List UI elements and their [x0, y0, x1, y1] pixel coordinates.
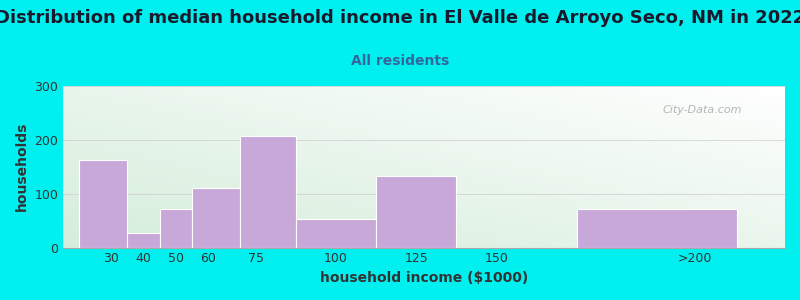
Text: All residents: All residents — [351, 54, 449, 68]
Bar — [79, 160, 127, 248]
Bar — [296, 219, 376, 248]
X-axis label: household income ($1000): household income ($1000) — [320, 271, 528, 285]
Bar — [191, 188, 240, 248]
Text: City-Data.com: City-Data.com — [662, 105, 742, 116]
Y-axis label: households: households — [15, 122, 29, 212]
Bar — [376, 176, 456, 247]
Bar — [159, 209, 191, 248]
Bar — [577, 209, 737, 248]
Bar — [240, 136, 296, 247]
Bar — [127, 232, 159, 247]
Text: Distribution of median household income in El Valle de Arroyo Seco, NM in 2022: Distribution of median household income … — [0, 9, 800, 27]
